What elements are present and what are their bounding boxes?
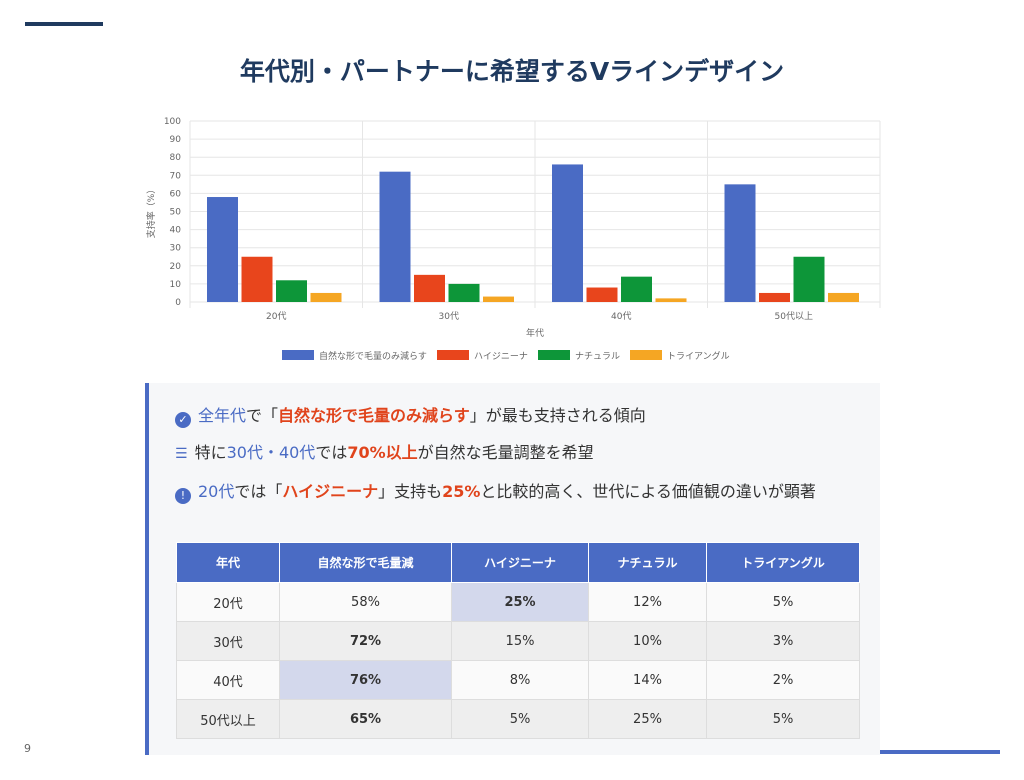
bar-40代-1	[586, 287, 618, 302]
text: 全年代	[198, 406, 247, 425]
header-cell: 年代	[176, 542, 280, 583]
cell: 50代以上	[176, 699, 280, 739]
cell: 65%	[279, 699, 452, 739]
bar-30代-2	[448, 283, 480, 302]
legend-label: トライアングル	[667, 350, 730, 362]
x-axis-label: 年代	[526, 327, 544, 339]
check-circle-icon: ✓	[175, 412, 191, 428]
insights-panel: ✓ 全年代で「自然な形で毛量のみ減らす」が最も支持される傾向 ☰ 特に30代・40代…	[145, 383, 880, 755]
cell: 76%	[279, 660, 452, 700]
legend-label: ハイジニーナ	[474, 351, 528, 362]
table-row: 30代 72% 15% 10% 3%	[176, 621, 860, 661]
text: では「	[234, 482, 283, 501]
text: と比較的高く、世代による価値観の違いが顕著	[480, 482, 816, 501]
header-cell: トライアングル	[706, 542, 860, 583]
bar-20代-3	[310, 292, 342, 302]
bar-20代-1	[241, 256, 273, 302]
insight-1: ✓ 全年代で「自然な形で毛量のみ減らす」が最も支持される傾向	[175, 403, 865, 429]
bar-30代-3	[483, 296, 514, 302]
text: 30代・40代	[226, 443, 316, 462]
data-table: 年代 自然な形で毛量減 ハイジニーナ ナチュラル トライアングル 20代 58% 2…	[176, 542, 860, 739]
legend-label: 自然な形で毛量のみ減らす	[319, 350, 427, 362]
y-tick-label: 30	[170, 244, 182, 254]
bar-20代-2	[276, 280, 307, 302]
text: 特に	[194, 443, 227, 462]
cell: 5%	[451, 699, 589, 739]
bar-40代-2	[621, 276, 652, 302]
header-cell: ナチュラル	[588, 542, 707, 583]
cell: 2%	[706, 660, 860, 700]
cell: 8%	[451, 660, 589, 700]
legend-label: ナチュラル	[575, 351, 620, 362]
text: 25%	[442, 482, 481, 501]
y-axis-label: 支持率（%）	[145, 185, 157, 239]
y-tick-label: 70	[170, 171, 182, 181]
insight-2: ☰ 特に30代・40代では70%以上が自然な毛量調整を希望	[175, 440, 865, 467]
text: では	[315, 443, 348, 462]
y-tick-label: 60	[170, 189, 182, 199]
x-tick-label: 50代以上	[775, 311, 813, 322]
y-tick-label: 100	[164, 117, 181, 127]
cell: 58%	[279, 582, 452, 622]
cell: 15%	[451, 621, 589, 661]
bar-40代-0	[552, 164, 583, 302]
text: 」が最も支持される傾向	[469, 406, 646, 425]
bar-20代-0	[207, 197, 238, 302]
cell: 10%	[588, 621, 707, 661]
bar-40代-3	[655, 298, 687, 302]
legend-swatch	[437, 350, 469, 360]
bar-50代以上-3	[828, 292, 859, 302]
cell: 30代	[176, 621, 280, 661]
legend-swatch	[538, 350, 570, 360]
cell: 5%	[706, 699, 860, 739]
header-cell: 自然な形で毛量減	[279, 542, 452, 583]
legend-swatch	[282, 350, 314, 360]
x-tick-label: 30代	[439, 311, 459, 322]
text: が自然な毛量調整を希望	[417, 443, 594, 462]
text: 」支持も	[378, 482, 443, 501]
text: 70%以上	[347, 443, 418, 462]
text: 20代	[198, 482, 235, 501]
insight-3: ! 20代では「ハイジニーナ」支持も25%と比較的高く、世代による価値観の違いが顕…	[175, 479, 865, 505]
text: 自然な形で毛量のみ減らす	[278, 406, 470, 425]
legend-swatch	[630, 350, 662, 360]
x-tick-label: 20代	[266, 311, 286, 322]
cell: 72%	[279, 621, 452, 661]
header-cell: ハイジニーナ	[451, 542, 589, 583]
cell: 40代	[176, 660, 280, 700]
cell: 20代	[176, 582, 280, 622]
cell: 12%	[588, 582, 707, 622]
table-row: 20代 58% 25% 12% 5%	[176, 582, 860, 622]
table-row: 50代以上 65% 5% 25% 5%	[176, 699, 860, 739]
x-tick-label: 40代	[611, 311, 631, 322]
page-title: 年代別・パートナーに希望するVラインデザイン	[239, 57, 785, 86]
page-number: 9	[24, 742, 31, 755]
cell: 25%	[451, 582, 589, 622]
cell: 5%	[706, 582, 860, 622]
cell: 25%	[588, 699, 707, 739]
cell: 14%	[588, 660, 707, 700]
bar-30代-0	[379, 171, 411, 302]
y-tick-label: 10	[170, 280, 182, 290]
table-row: 40代 76% 8% 14% 2%	[176, 660, 860, 700]
bar-50代以上-1	[759, 292, 790, 302]
chart-icon: ☰	[175, 446, 188, 462]
y-tick-label: 80	[170, 153, 182, 163]
bar-50代以上-0	[724, 184, 756, 302]
bar-50代以上-2	[793, 256, 825, 302]
cell: 3%	[706, 621, 860, 661]
bottom-accent-bar	[880, 750, 1000, 754]
top-accent-bar	[25, 22, 103, 26]
exclamation-circle-icon: !	[175, 488, 191, 504]
text: ハイジニーナ	[282, 482, 379, 501]
y-tick-label: 50	[170, 208, 182, 218]
y-tick-label: 0	[175, 298, 181, 308]
y-tick-label: 90	[170, 135, 182, 145]
bar-30代-1	[414, 274, 445, 302]
y-tick-label: 40	[170, 226, 182, 236]
y-tick-label: 20	[170, 262, 182, 272]
text: で「	[246, 406, 279, 425]
